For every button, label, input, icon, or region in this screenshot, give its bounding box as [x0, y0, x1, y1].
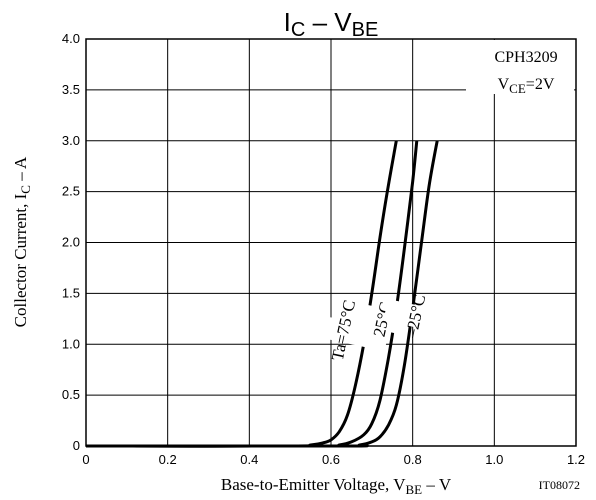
y-tick-label: 0 — [73, 438, 80, 453]
y-tick-label: 2.0 — [62, 235, 80, 250]
part-number: CPH3209 — [494, 49, 557, 66]
series-curves — [85, 140, 439, 448]
y-tick-label: 3.0 — [62, 133, 80, 148]
x-tick-labels: 0 0.2 0.4 0.6 0.8 1.0 1.2 — [82, 452, 585, 467]
y-tick-label: 3.5 — [62, 82, 80, 97]
y-tick-label: 2.5 — [62, 184, 80, 199]
y-tick-label: 1.5 — [62, 285, 80, 300]
y-tick-label: 1.0 — [62, 336, 80, 351]
y-tick-labels: 0 0.5 1.0 1.5 2.0 2.5 3.0 3.5 4.0 — [62, 31, 80, 453]
figure-code: IT08072 — [539, 478, 580, 492]
x-tick-label: 0 — [82, 452, 89, 467]
x-tick-label: 1.0 — [485, 452, 503, 467]
condition-label: VCE=2V — [498, 76, 555, 96]
legend-box — [466, 40, 574, 94]
series-line-2 — [85, 140, 439, 448]
x-tick-label: 0.6 — [322, 452, 340, 467]
y-axis-label: Collector Current, IC – A — [11, 156, 33, 327]
x-tick-label: 0.2 — [159, 452, 177, 467]
x-axis-label: Base-to-Emitter Voltage, VBE – V — [221, 475, 452, 497]
grid-lines — [85, 38, 577, 447]
y-tick-label: 0.5 — [62, 387, 80, 402]
x-tick-label: 0.8 — [404, 452, 422, 467]
chart-title: IC – VBE — [284, 7, 379, 41]
y-tick-label: 4.0 — [62, 31, 80, 46]
x-tick-label: 0.4 — [240, 452, 258, 467]
x-tick-label: 1.2 — [567, 452, 585, 467]
